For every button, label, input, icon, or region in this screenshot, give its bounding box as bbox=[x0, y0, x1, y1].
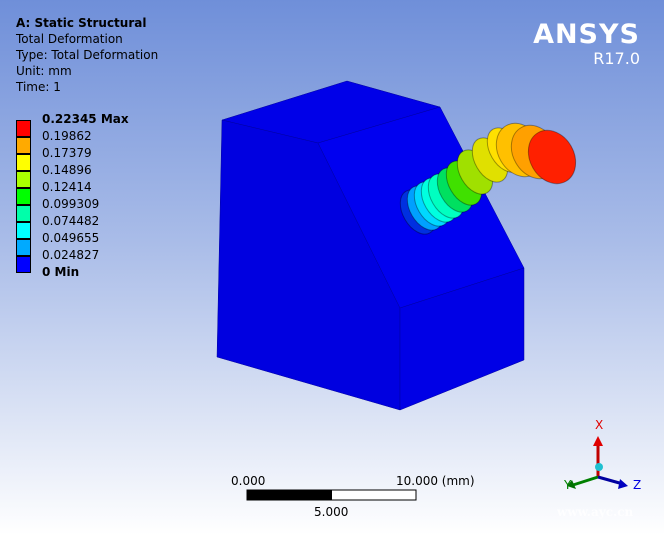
legend-value: 0 Min bbox=[42, 265, 80, 279]
triad-y-label: Y bbox=[564, 478, 572, 492]
result-name: Total Deformation bbox=[16, 32, 123, 46]
triad-x-label: X bbox=[595, 418, 604, 432]
legend-swatch bbox=[16, 137, 31, 154]
legend-swatch bbox=[16, 239, 31, 256]
legend-value: 0.19862 bbox=[42, 129, 92, 143]
legend-swatch bbox=[16, 120, 31, 137]
legend-value: 0.12414 bbox=[42, 180, 92, 194]
legend-value: 0.14896 bbox=[42, 163, 92, 177]
result-time: Time: 1 bbox=[16, 80, 61, 94]
legend-value: 0.024827 bbox=[42, 248, 100, 262]
brand-version: R17.0 bbox=[593, 49, 640, 68]
bolt bbox=[399, 122, 577, 235]
legend-swatch bbox=[16, 205, 31, 222]
scale-end-label: 10.000 (mm) bbox=[396, 474, 475, 488]
legend-swatch bbox=[16, 188, 31, 205]
scale-bar bbox=[246, 489, 417, 501]
brand-name: ANSYS bbox=[533, 19, 640, 50]
analysis-title: A: Static Structural bbox=[16, 16, 147, 30]
result-info: A: Static Structural Total Deformation T… bbox=[16, 15, 158, 95]
legend-value: 0.049655 bbox=[42, 231, 100, 245]
triad-z-label: Z bbox=[633, 478, 642, 492]
legend-swatch bbox=[16, 256, 31, 273]
legend-swatch bbox=[16, 222, 31, 239]
scale-mid-label: 5.000 bbox=[314, 505, 349, 519]
ansys-logo: ANSYS R17.0 bbox=[533, 20, 640, 68]
legend-value: 0.22345 Max bbox=[42, 112, 129, 126]
scale-start-label: 0.000 bbox=[231, 474, 266, 488]
legend-swatch bbox=[16, 154, 31, 171]
result-type: Type: Total Deformation bbox=[16, 48, 159, 62]
legend-value: 0.074482 bbox=[42, 214, 100, 228]
axis-triad bbox=[567, 436, 628, 489]
legend-value: 0.17379 bbox=[42, 146, 92, 160]
legend-value: 0.099309 bbox=[42, 197, 100, 211]
legend-swatch bbox=[16, 171, 31, 188]
watermark: www.ayc.cn bbox=[557, 505, 634, 519]
block-body bbox=[216, 80, 525, 411]
bolt-segment bbox=[527, 129, 577, 185]
result-unit: Unit: mm bbox=[16, 64, 72, 78]
